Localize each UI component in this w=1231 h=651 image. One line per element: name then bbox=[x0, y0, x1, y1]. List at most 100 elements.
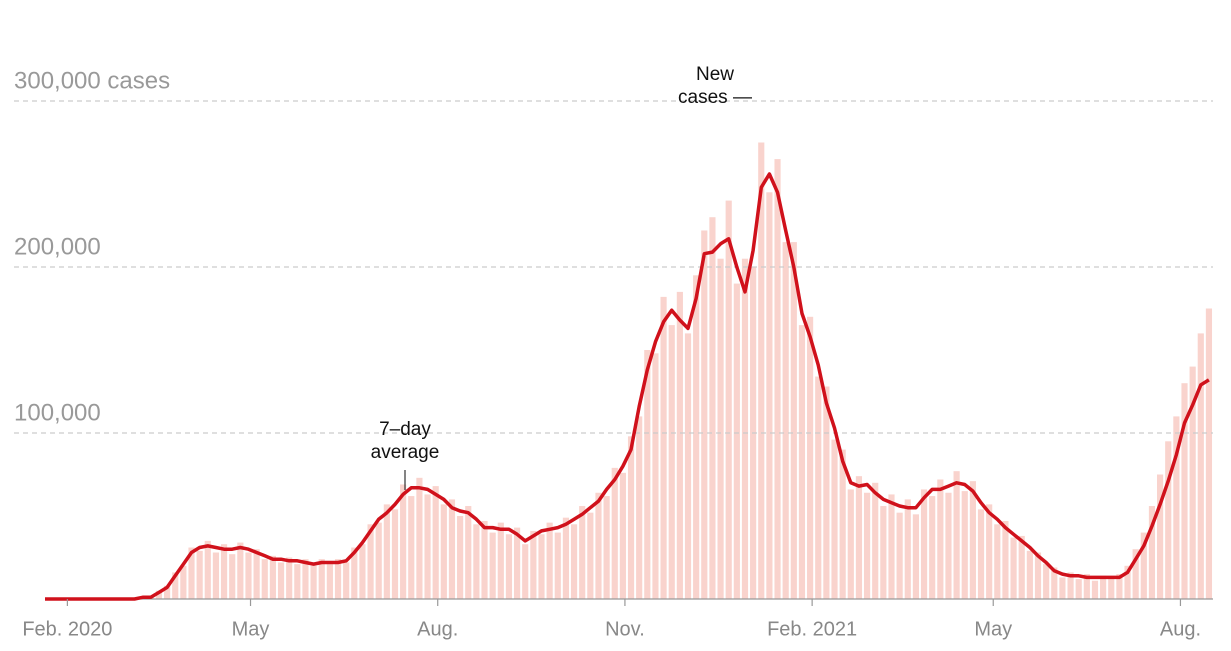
bar bbox=[1067, 572, 1074, 599]
bar bbox=[367, 524, 374, 599]
bar bbox=[1181, 383, 1188, 599]
bar bbox=[432, 486, 439, 599]
bar bbox=[212, 552, 220, 599]
bar bbox=[929, 496, 936, 599]
bar bbox=[701, 230, 708, 600]
bar bbox=[416, 477, 423, 599]
bar bbox=[383, 504, 390, 599]
bar bbox=[1091, 580, 1099, 599]
bar bbox=[1051, 567, 1058, 599]
bar bbox=[1157, 474, 1164, 599]
bar bbox=[684, 333, 692, 599]
bar bbox=[1034, 552, 1042, 599]
x-tick-label: May bbox=[232, 618, 270, 640]
bar bbox=[408, 496, 415, 599]
bar bbox=[627, 436, 635, 599]
bar bbox=[798, 325, 806, 599]
bar bbox=[855, 476, 863, 599]
bar bbox=[644, 350, 651, 599]
x-tick-label: May bbox=[974, 618, 1012, 640]
y-tick-label: 300,000 cases bbox=[14, 67, 170, 94]
bar bbox=[937, 479, 944, 599]
bar bbox=[1197, 333, 1204, 599]
bar bbox=[546, 522, 553, 599]
bar bbox=[229, 554, 236, 599]
bar bbox=[522, 544, 529, 599]
grid bbox=[14, 100, 1213, 600]
bar bbox=[603, 496, 610, 599]
bar bbox=[945, 492, 952, 599]
bar bbox=[1173, 416, 1180, 599]
lines bbox=[45, 172, 1210, 601]
bar bbox=[831, 439, 838, 599]
bar bbox=[188, 547, 195, 599]
bars bbox=[139, 142, 1213, 600]
bar bbox=[660, 296, 667, 599]
bar bbox=[676, 291, 683, 599]
bar bbox=[1132, 549, 1139, 599]
bar bbox=[164, 585, 171, 599]
bar bbox=[847, 489, 854, 599]
bar bbox=[1075, 579, 1082, 599]
bar bbox=[888, 494, 895, 599]
bar bbox=[823, 386, 830, 599]
bar bbox=[237, 542, 244, 599]
x-tick-label: Feb. 2021 bbox=[767, 618, 857, 640]
bar bbox=[1018, 535, 1025, 599]
bar bbox=[896, 512, 903, 599]
bar bbox=[904, 499, 911, 599]
x-tick-label: Aug. bbox=[1160, 618, 1201, 640]
bar bbox=[310, 565, 317, 599]
bar bbox=[1140, 532, 1147, 599]
bar bbox=[530, 530, 537, 599]
bar bbox=[326, 564, 333, 599]
bar bbox=[465, 506, 472, 599]
bar bbox=[1083, 574, 1090, 599]
bar bbox=[1205, 308, 1213, 599]
bar bbox=[587, 512, 594, 599]
bar bbox=[758, 142, 765, 599]
bar bbox=[774, 159, 781, 599]
bar bbox=[554, 532, 561, 599]
x-tick-label: Aug. bbox=[417, 618, 458, 640]
bar bbox=[725, 200, 732, 599]
bar bbox=[920, 489, 928, 599]
bar bbox=[717, 258, 724, 599]
bar bbox=[1124, 565, 1131, 599]
bar bbox=[343, 562, 350, 599]
bar bbox=[351, 547, 358, 599]
bar bbox=[196, 550, 203, 599]
bar bbox=[562, 517, 570, 599]
bar bbox=[977, 509, 985, 599]
bar bbox=[538, 534, 545, 599]
bar bbox=[1116, 574, 1123, 599]
bar bbox=[286, 557, 293, 599]
bar bbox=[180, 565, 187, 599]
bar bbox=[294, 564, 301, 599]
bar bbox=[489, 532, 496, 599]
bar bbox=[359, 544, 366, 599]
bar bbox=[1026, 550, 1033, 599]
annotation: 7–day bbox=[379, 419, 431, 440]
bar bbox=[807, 316, 814, 599]
x-tick-label: Feb. 2020 bbox=[22, 618, 112, 640]
bar bbox=[1148, 506, 1156, 599]
bar bbox=[448, 499, 456, 599]
bar bbox=[334, 559, 342, 599]
bar bbox=[1002, 520, 1009, 599]
average-line bbox=[45, 172, 1210, 601]
bar bbox=[220, 544, 228, 599]
bar bbox=[261, 559, 268, 599]
bar bbox=[652, 353, 659, 599]
bar bbox=[1010, 537, 1017, 599]
bar bbox=[579, 506, 586, 599]
bar bbox=[505, 534, 513, 599]
bar bbox=[1043, 564, 1050, 599]
bar bbox=[155, 590, 163, 599]
bar bbox=[497, 522, 504, 599]
bar bbox=[872, 482, 879, 599]
y-tick-label: 100,000 bbox=[14, 399, 101, 426]
bar bbox=[424, 494, 431, 599]
bar bbox=[245, 552, 252, 599]
